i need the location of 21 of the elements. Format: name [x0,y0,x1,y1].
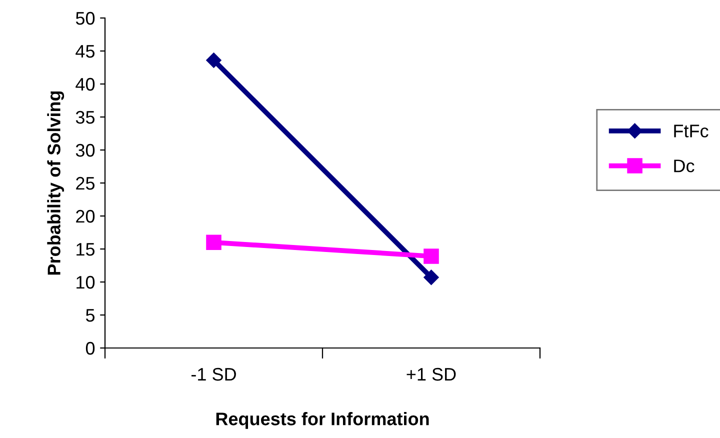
point [424,270,439,285]
point [206,52,222,68]
point [206,234,222,250]
x-tick-label: +1 SD [406,368,456,381]
y-tick-label: 10 [76,276,95,289]
y-tick-label: 40 [76,78,95,91]
y-tick-label: 45 [76,45,95,58]
legend-label: Dc [674,160,694,172]
y-tick-label: 35 [76,110,95,124]
x-tick-label: -1 SD [191,368,236,381]
y-tick-label: 25 [76,176,95,190]
y-tick-label: 0 [86,342,95,355]
y-tick-label: 20 [76,210,95,223]
legend-label: FtFc [674,124,708,138]
y-tick-label: 30 [76,144,95,157]
y-tick-label: 50 [76,12,95,25]
y-axis-title: Probability of Solving [47,91,64,275]
x-axis-title: Requests for Information [216,412,429,429]
y-tick-label: 15 [76,243,95,256]
y-tick-label: 5 [86,309,95,322]
point [424,248,439,264]
